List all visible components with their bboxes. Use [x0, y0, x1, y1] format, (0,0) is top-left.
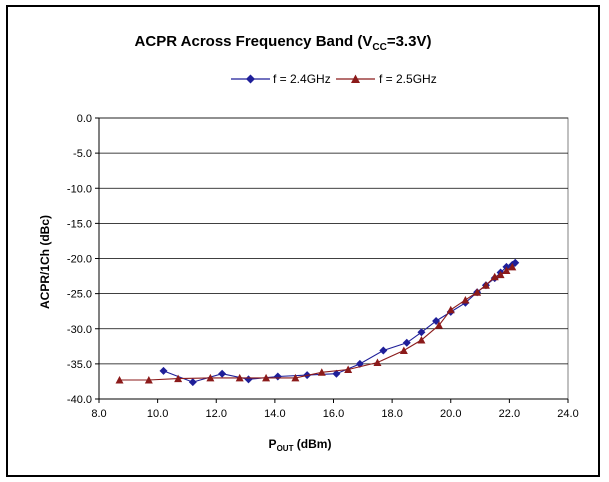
series-1-point-0 — [115, 376, 124, 384]
x-tick-label-5: 18.0 — [381, 408, 402, 420]
series-1-point-8 — [344, 365, 353, 373]
series-1-point-17 — [490, 272, 499, 281]
series-0-point-2 — [218, 369, 227, 378]
acpr-chart: ACPR Across Frequency Band (VCC=3.3V) f … — [38, 33, 579, 453]
x-tick-label-8: 24.0 — [557, 408, 578, 420]
series-0-point-6 — [332, 369, 341, 378]
y-tick-label-6: -30.0 — [67, 324, 92, 336]
chart-frame: ACPR Across Frequency Band (VCC=3.3V) f … — [6, 5, 600, 477]
series-1-point-19 — [502, 266, 511, 274]
x-axis-title-tail: (dBm) — [293, 437, 331, 451]
series-1-point-10 — [399, 346, 408, 355]
legend-marker-25 — [351, 74, 360, 83]
x-axis-title-sub: OUT — [277, 444, 294, 453]
chart-title-main: ACPR Across Frequency Band (V — [135, 33, 373, 50]
series-1-point-12 — [435, 321, 444, 329]
series-0-point-9 — [402, 338, 411, 347]
legend-marker-24 — [246, 74, 255, 84]
series-1-point-9 — [373, 358, 382, 366]
y-tick-label-5: -25.0 — [67, 289, 92, 301]
x-tick-label-2: 12.0 — [206, 408, 227, 420]
y-tick-label-0: 0.0 — [77, 113, 92, 125]
chart-title-sub: CC — [372, 42, 386, 53]
y-tick-label-4: -20.0 — [67, 254, 92, 266]
series-0-point-1 — [188, 378, 197, 387]
y-axis-title: ACPR/1Ch (dBc) — [38, 215, 52, 309]
series-1-point-16 — [481, 281, 490, 289]
series-1-point-1 — [144, 376, 153, 384]
y-tick-label-1: -5.0 — [73, 148, 92, 160]
chart-title-tail: =3.3V) — [387, 33, 432, 50]
series-layer — [115, 258, 520, 387]
series-0-point-3 — [244, 375, 253, 384]
series-0-point-0 — [159, 366, 168, 375]
series-1-point-14 — [461, 295, 470, 304]
series-1-point-2 — [174, 374, 183, 383]
series-1-point-4 — [235, 373, 244, 382]
x-tick-label-3: 14.0 — [264, 408, 285, 420]
axes: 0.0 -5.0 -10.0 -15.0 -20.0 -25.0 -30.0 -35.0 -40… — [67, 113, 579, 420]
x-tick-label-4: 16.0 — [323, 408, 344, 420]
series-1-point-5 — [262, 373, 271, 382]
x-axis-title-main: P — [269, 437, 277, 451]
y-tick-label-2: -10.0 — [67, 183, 92, 195]
series-0-point-8 — [379, 346, 388, 355]
legend-label-24: f = 2.4GHz — [273, 72, 331, 86]
series-1-point-11 — [417, 335, 426, 344]
series-1-point-13 — [446, 305, 455, 314]
legend: f = 2.4GHz f = 2.5GHz — [231, 72, 437, 86]
y-tick-label-8: -40.0 — [67, 394, 92, 406]
x-tick-label-1: 10.0 — [147, 408, 168, 420]
plot-area — [98, 117, 569, 400]
series-1-point-20 — [508, 262, 517, 271]
series-1-point-15 — [473, 288, 482, 296]
series-1-point-7 — [317, 368, 326, 376]
legend-label-25: f = 2.5GHz — [379, 72, 437, 86]
x-tick-label-6: 20.0 — [440, 408, 461, 420]
series-0-point-10 — [417, 328, 426, 337]
x-tick-label-7: 22.0 — [499, 408, 520, 420]
x-tick-label-0: 8.0 — [91, 408, 106, 420]
y-tick-label-7: -35.0 — [67, 359, 92, 371]
y-tick-label-3: -15.0 — [67, 218, 92, 230]
series-0-point-4 — [273, 372, 282, 381]
chart-title: ACPR Across Frequency Band (VCC=3.3V) — [135, 33, 432, 53]
series-1-point-3 — [206, 373, 215, 382]
series-1-point-6 — [291, 373, 300, 382]
x-axis-title: POUT (dBm) — [269, 437, 332, 453]
series-1-point-18 — [496, 270, 505, 279]
series-1 — [115, 262, 517, 384]
